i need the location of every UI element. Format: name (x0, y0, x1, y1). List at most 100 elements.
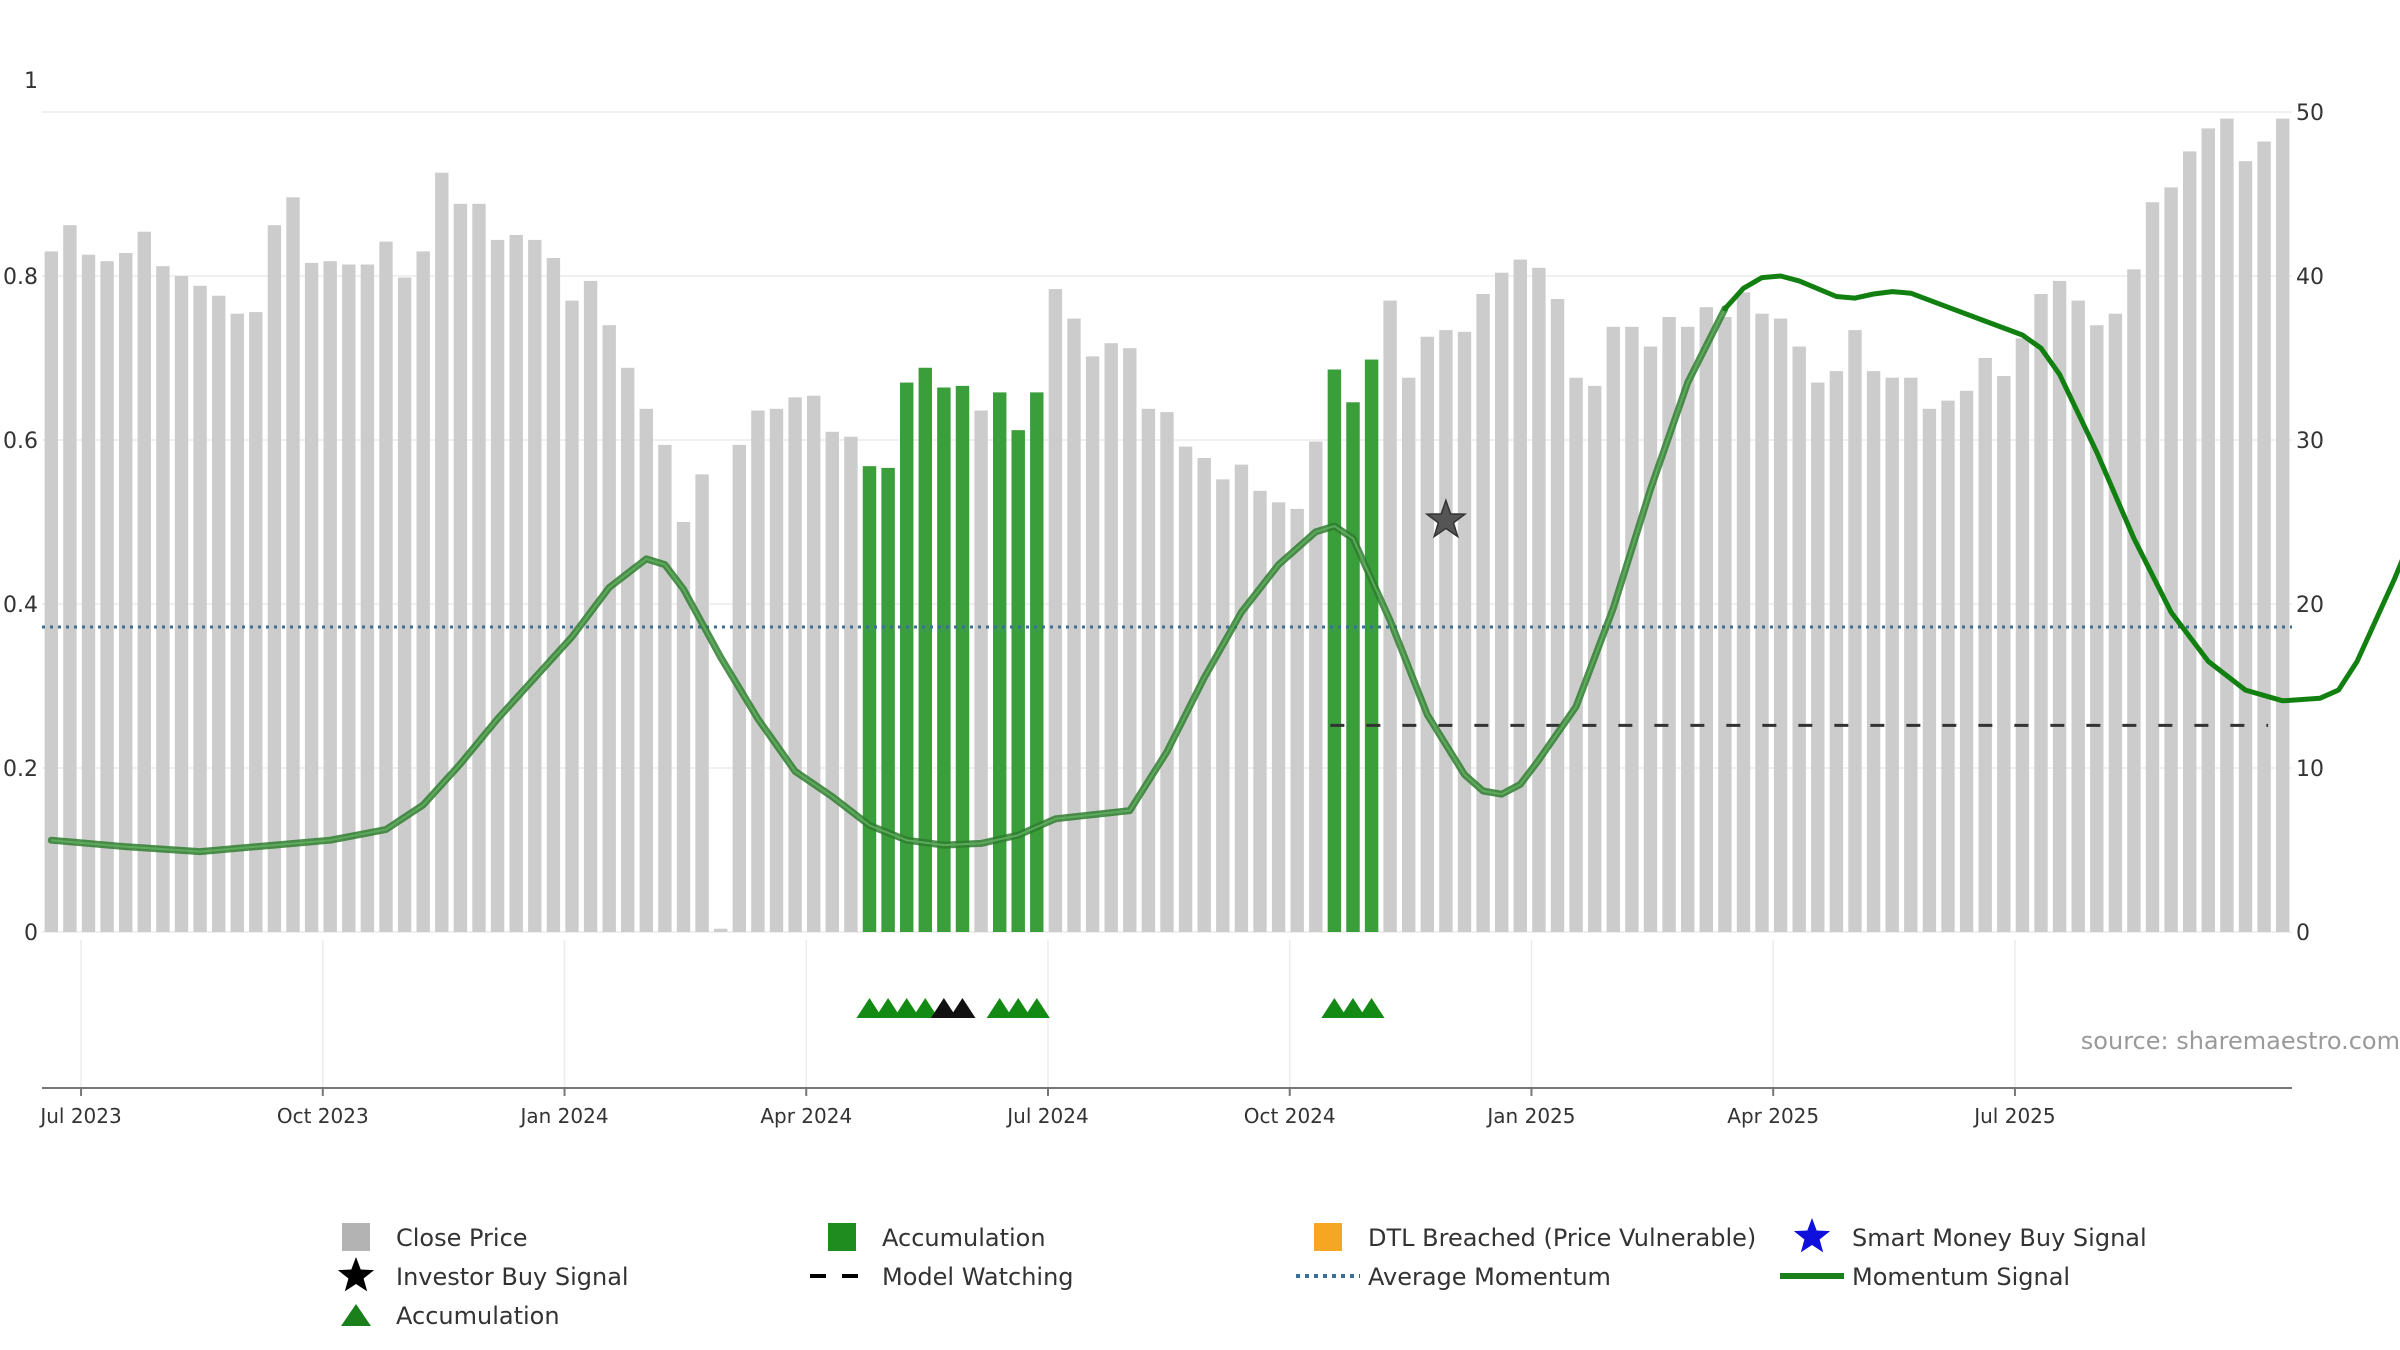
accumulation-bars (862, 359, 1379, 933)
close-price-bar (1178, 446, 1193, 932)
legend-label: Smart Money Buy Signal (1852, 1224, 2147, 1252)
left-tick-label: 0.6 (3, 429, 38, 454)
accumulation-markers (856, 998, 1385, 1018)
close-price-bar (193, 285, 207, 932)
close-price-bar (360, 264, 375, 932)
close-price-bar (1290, 508, 1304, 932)
legend-label: DTL Breached (Price Vulnerable) (1368, 1224, 1756, 1252)
x-tick-label: Jan 2024 (518, 1104, 608, 1128)
close-price-bar (1829, 371, 1844, 933)
close-price-bar (304, 262, 319, 932)
close-price-bar (788, 397, 802, 932)
close-price-bar (1681, 326, 1695, 932)
right-tick-label: 40 (2296, 265, 2324, 290)
close-price-bar (1866, 371, 1881, 933)
close-price-bar (2201, 128, 2215, 932)
close-price-bar (714, 928, 728, 932)
momentum-signal (1722, 273, 2400, 704)
legend-swatch (1314, 1223, 1342, 1251)
close-price-bar (1532, 267, 1546, 932)
close-price-bar (435, 172, 449, 932)
accumulation-bar (862, 466, 877, 932)
close-price-bar (119, 253, 133, 932)
close-price-bar (2220, 118, 2234, 933)
close-price-bar (639, 408, 653, 932)
close-price-bar (1271, 502, 1286, 932)
close-price-bar (528, 239, 542, 932)
close-price-bar (2164, 187, 2178, 932)
close-price-bar (2108, 313, 2123, 932)
close-price-bar (1402, 377, 1416, 932)
left-tick-label: 0.8 (3, 265, 38, 290)
close-price-bar (1662, 317, 1676, 932)
close-price-bar (1811, 382, 1825, 933)
close-price-bar (1550, 299, 1565, 932)
accumulation-triangle (912, 998, 939, 1018)
close-price-bar (1904, 377, 1918, 932)
legend-label: Momentum Signal (1852, 1263, 2070, 1291)
close-price-bar (751, 410, 765, 932)
accumulation-triangle (1358, 998, 1385, 1018)
close-price-bar (490, 239, 505, 932)
x-tick-label: Jul 2024 (1005, 1104, 1088, 1128)
close-price-bar (174, 276, 189, 932)
close-price-bar (602, 325, 616, 932)
close-price-bar (1216, 479, 1230, 932)
accumulation-triangle (893, 998, 920, 1018)
legend-star (1793, 1218, 1831, 1253)
x-tick-label: Jan 2025 (1485, 1104, 1575, 1128)
close-price-bar (453, 203, 468, 933)
close-price-bar (212, 295, 226, 932)
signal-panel (80, 940, 2016, 1088)
accumulation-bar (1030, 392, 1044, 932)
close-price-bar (1885, 377, 1899, 932)
accumulation-bar (993, 392, 1007, 932)
close-price-bar (844, 436, 858, 932)
close-price-bar (1959, 390, 1974, 932)
close-price-bar (1067, 318, 1081, 933)
legend-label: Accumulation (396, 1302, 560, 1330)
x-tick-label: Jul 2023 (38, 1104, 121, 1128)
close-price-bar (1123, 348, 1137, 932)
accumulation-bar (955, 385, 970, 932)
investor-buy-star (1424, 498, 1468, 539)
accumulation-triangle (1339, 998, 1366, 1018)
close-price-bar (323, 261, 337, 932)
close-price-bar (1048, 289, 1063, 933)
close-price-bar (2183, 151, 2197, 932)
legend-star (337, 1257, 375, 1292)
accumulation-bar (881, 467, 895, 932)
close-price-bar (676, 522, 691, 932)
close-price-bar (546, 258, 561, 932)
close-price-bar (825, 431, 839, 932)
accumulation-triangle (930, 998, 957, 1018)
close-price-bar (1643, 346, 1658, 932)
left-tick-label: 0 (24, 921, 38, 946)
close-price-bar (1997, 376, 2011, 932)
close-price-bar (286, 197, 300, 933)
close-price-bar (44, 251, 58, 932)
close-price-bar (1978, 358, 1992, 932)
close-price-bar (658, 444, 672, 932)
momentum-signal-highlight (51, 308, 1726, 853)
close-price-bar (1848, 330, 1862, 933)
right-tick-label: 10 (2296, 757, 2324, 782)
accumulation-triangle (856, 998, 883, 1018)
momentum-signal-line (47, 273, 2400, 856)
close-price-bar (1253, 490, 1267, 932)
close-price-bar (137, 231, 151, 932)
close-price-bar (230, 313, 244, 932)
x-tick-label: Oct 2023 (277, 1104, 369, 1128)
right-axis: 0 10 20 30 40 50 (2296, 101, 2324, 946)
close-price-bar (1773, 318, 1788, 933)
right-tick-label: 0 (2296, 921, 2310, 946)
source-label: source: sharemaestro.com (2081, 1027, 2400, 1055)
close-price-bar (1309, 441, 1323, 932)
close-price-bar (1922, 408, 1937, 932)
close-price-bar (1699, 307, 1713, 932)
close-price-bar (1234, 464, 1249, 932)
close-price-bar (342, 264, 356, 932)
close-price-bar (1569, 377, 1583, 932)
close-price-bar (156, 266, 170, 932)
